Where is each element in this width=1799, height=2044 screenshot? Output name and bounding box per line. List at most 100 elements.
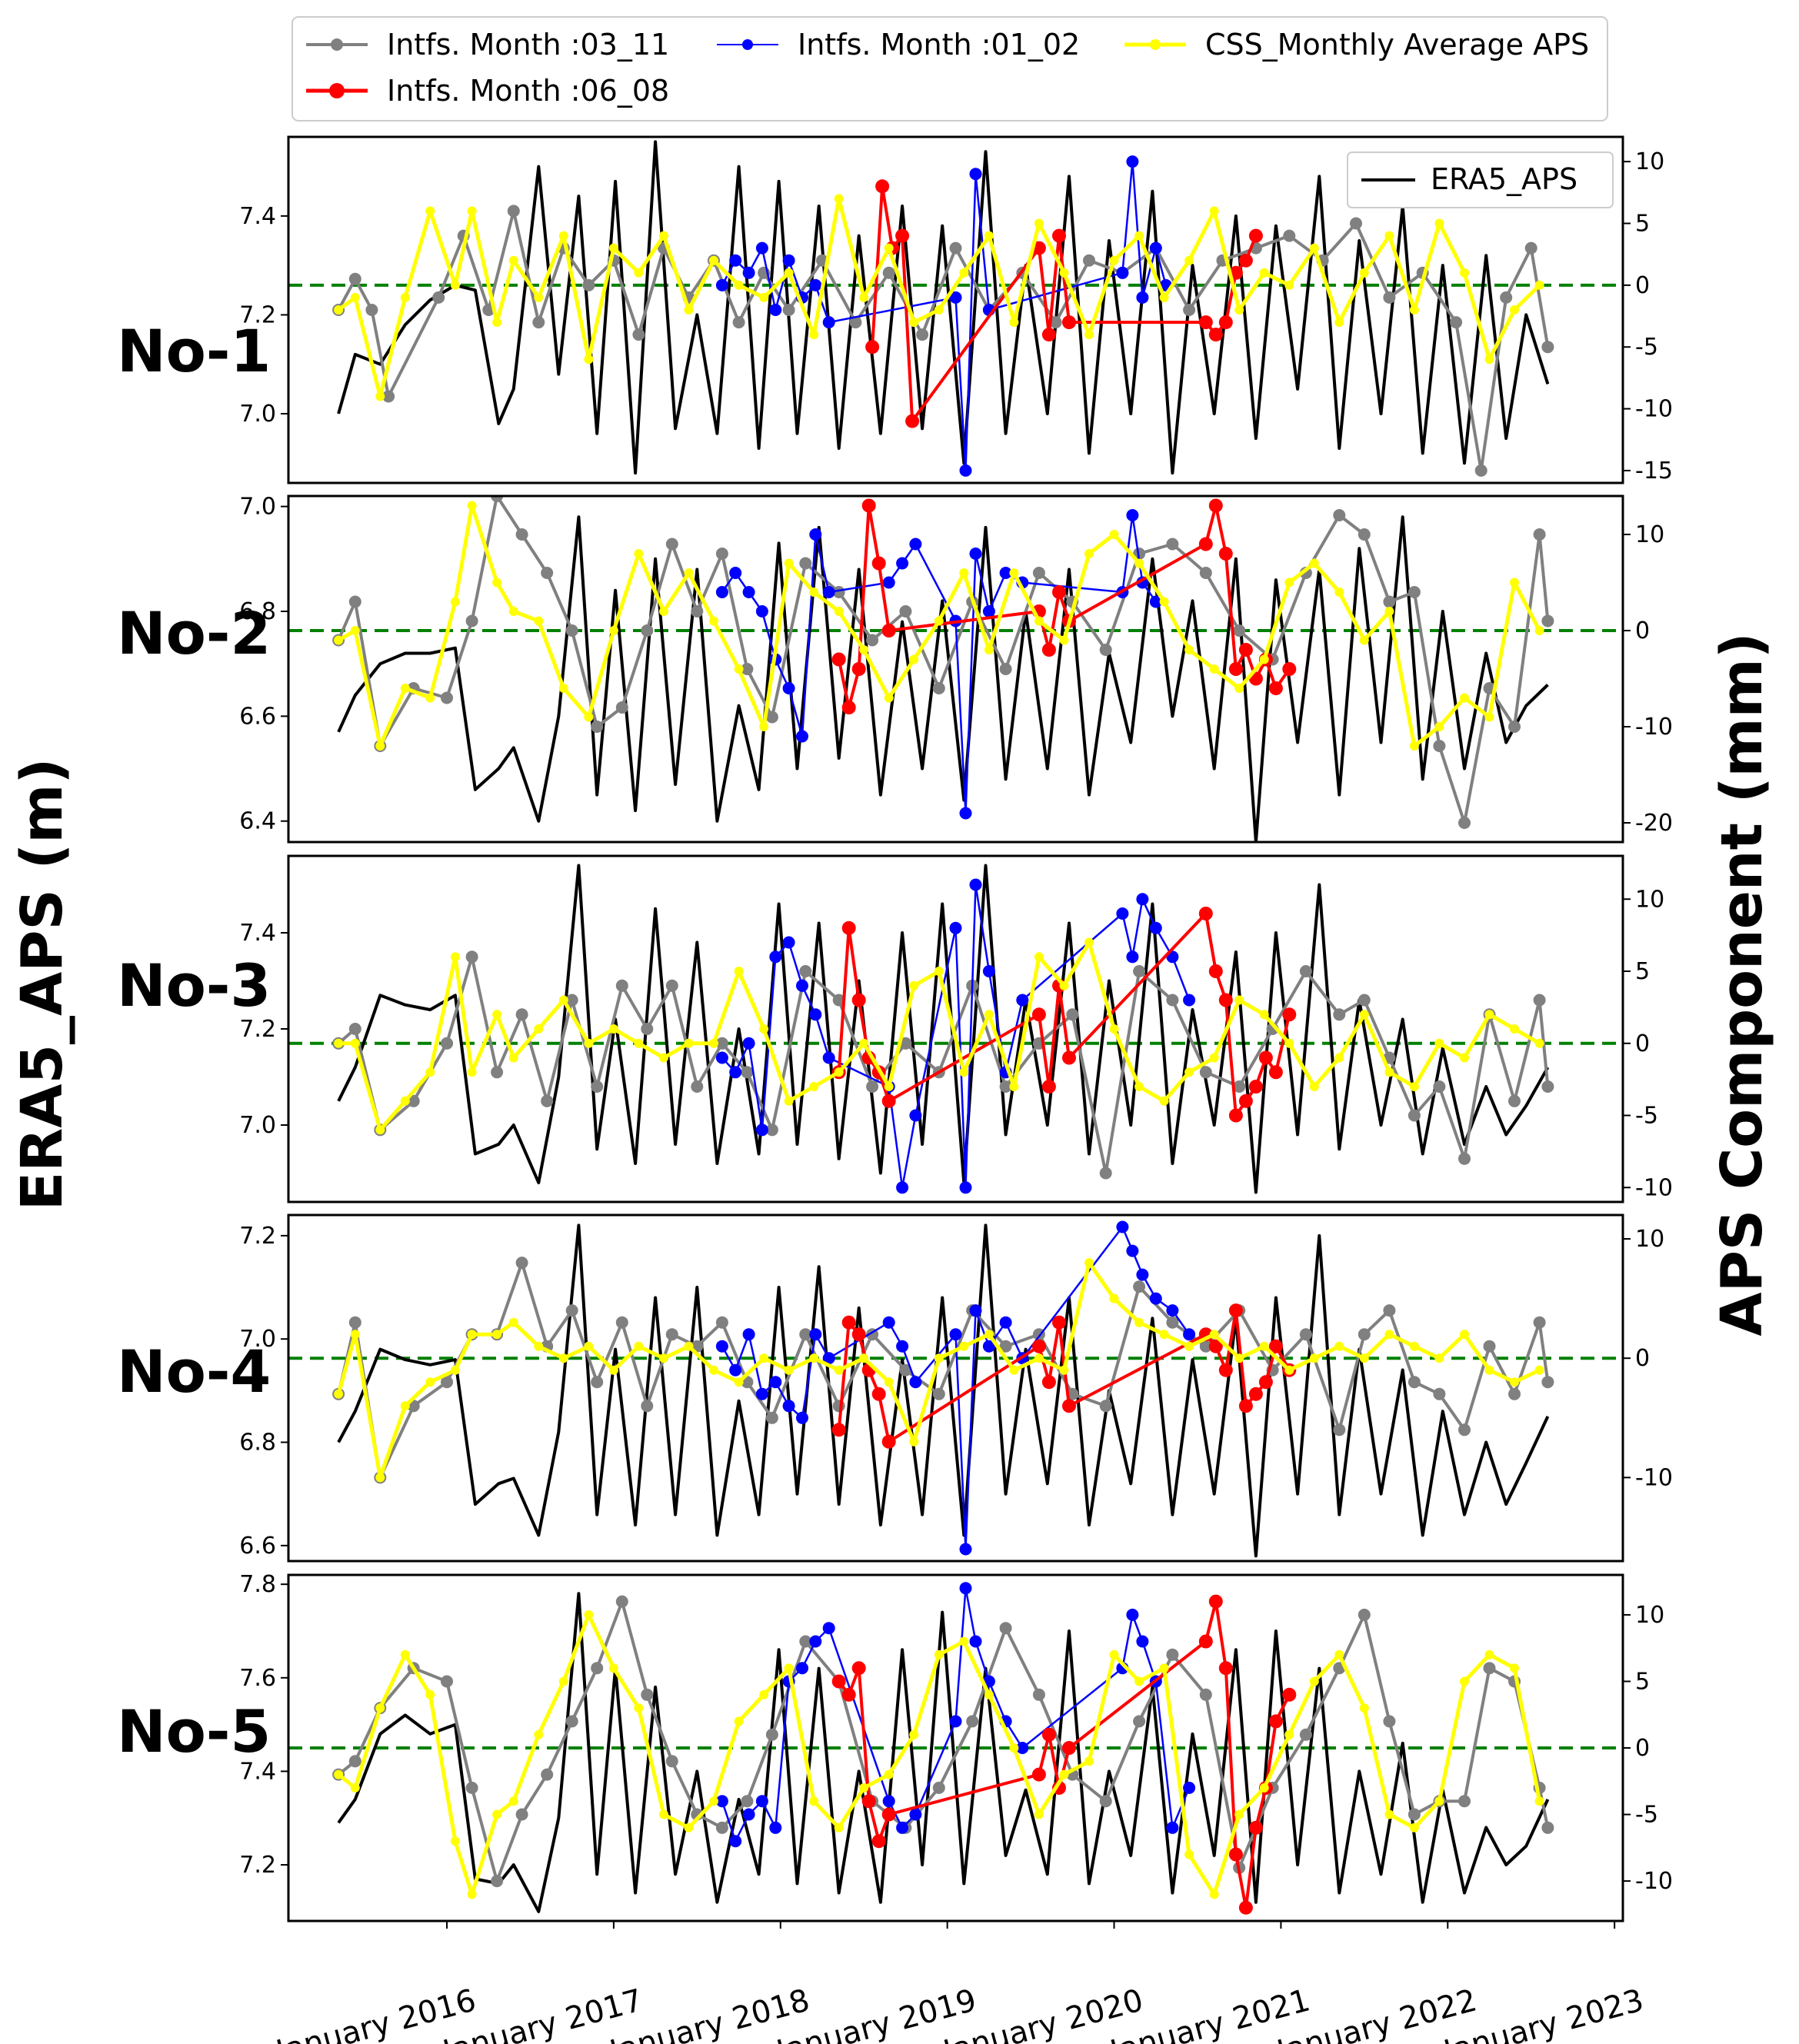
series-yellow-point [1384, 1809, 1394, 1819]
series-red-point [871, 1834, 886, 1849]
series-grey-point [799, 965, 812, 977]
right-tick-label: -10 [1635, 396, 1673, 423]
series-grey-point [665, 538, 678, 551]
series-grey-point [348, 272, 361, 285]
series-grey-point [1199, 1688, 1212, 1701]
legend-label-red: Intfs. Month :06_08 [387, 74, 669, 108]
series-yellow-point [1510, 578, 1519, 588]
series-grey-point [348, 1316, 361, 1329]
series-grey-point [765, 1124, 778, 1137]
series-yellow-point [508, 1053, 518, 1063]
series-yellow-point [1384, 607, 1394, 616]
series-blue-point [982, 965, 995, 977]
series-yellow-point [784, 558, 794, 568]
series-yellow-point [1484, 355, 1494, 365]
series-red-point [1218, 547, 1233, 561]
series-red-point [1238, 1399, 1253, 1413]
series-red-point [861, 1794, 876, 1809]
series-yellow-point [400, 1096, 410, 1106]
series-grey-point [641, 624, 654, 637]
series-yellow-point [1534, 1796, 1544, 1806]
series-yellow-point [1234, 995, 1244, 1005]
series-blue-point [769, 950, 782, 964]
series-grey-point [1433, 1387, 1446, 1400]
legend-entry-grey: Intfs. Month :03_11 [306, 28, 669, 62]
series-blue-point [1136, 291, 1149, 304]
series-yellow-point [1534, 1365, 1544, 1375]
series-grey-point [591, 1376, 604, 1389]
series-blue-point [755, 1795, 768, 1808]
series-yellow-point [659, 1353, 668, 1363]
series-blue-point [982, 605, 995, 618]
series-yellow-point [984, 1010, 994, 1020]
series-blue-point [949, 921, 962, 934]
legend-frame [292, 16, 1608, 122]
series-red-point [1228, 662, 1243, 676]
series-grey-point [1299, 1728, 1312, 1741]
series-yellow-point [1209, 206, 1219, 216]
series-yellow-point [1384, 1330, 1394, 1340]
left-tick-label: 7.4 [239, 920, 276, 947]
series-yellow-point [1434, 722, 1444, 731]
series-grey-point [1166, 1316, 1179, 1329]
legend-label-blue: Intfs. Month :01_02 [798, 28, 1080, 62]
panel-label: No-1 [117, 317, 271, 385]
series-red-point [1031, 1339, 1046, 1353]
series-grey-point [1508, 1387, 1521, 1400]
right-tick-label: 0 [1635, 1735, 1650, 1762]
series-red-point [1208, 1339, 1223, 1353]
series-blue-point [1016, 994, 1029, 1007]
series-blue-point [782, 936, 795, 949]
series-yellow-point [1309, 1676, 1319, 1686]
series-grey-point [741, 1066, 754, 1079]
series-yellow-point [734, 967, 744, 976]
series-grey-point [615, 1316, 628, 1329]
series-blue-point [742, 1037, 755, 1050]
series-yellow-point [492, 1330, 502, 1340]
series-grey-point [715, 1037, 728, 1050]
series-grey-point [999, 1340, 1012, 1353]
right-tick-label: 10 [1635, 148, 1664, 175]
series-grey-point [365, 304, 378, 316]
series-yellow-point [492, 1010, 502, 1020]
series-yellow-point [884, 693, 894, 703]
series-blue-point [949, 291, 962, 304]
series-grey-point [1183, 304, 1196, 316]
panel-2: 6.4 6.6 6.8 7.0 -20 -10 0 10 No-2 [117, 494, 1673, 844]
series-yellow-point [558, 1353, 568, 1363]
series-grey-point [465, 614, 478, 628]
series-grey-point [1358, 528, 1371, 541]
right-tick-label: -15 [1635, 458, 1673, 484]
era5-aps-line [337, 515, 1549, 842]
series-grey-point [1099, 1795, 1112, 1808]
series-yellow-point [467, 1889, 477, 1899]
series-yellow-point [558, 231, 568, 241]
right-tick-label: 10 [1635, 886, 1664, 913]
series-grey-point [541, 1768, 554, 1781]
series-yellow-point [1109, 530, 1119, 539]
series-grey-point [932, 1387, 945, 1400]
series-blue-point [969, 168, 982, 181]
series-yellow-point [984, 645, 994, 654]
series-yellow-point [534, 1729, 544, 1739]
series-yellow-point [1034, 616, 1044, 626]
series-red-point [1268, 681, 1283, 695]
series-red-point [831, 1423, 846, 1437]
series-grey-point [999, 1622, 1012, 1635]
series-blue-point [796, 979, 808, 992]
series-yellow-point [1434, 1353, 1444, 1363]
series-blue-point [1116, 907, 1129, 920]
series-yellow-point [584, 1038, 594, 1048]
series-grey-point [1166, 1648, 1179, 1661]
series-grey-point [591, 1662, 604, 1675]
series-yellow-point [558, 995, 568, 1005]
series-grey-point [515, 528, 528, 541]
series-red-point [1228, 1303, 1243, 1318]
series-yellow-point [400, 684, 410, 693]
series-yellow-point [809, 1082, 819, 1091]
series-yellow-point [334, 305, 344, 315]
panel-label: No-5 [117, 1697, 271, 1766]
series-yellow-point [1510, 1377, 1519, 1387]
left-tick-label: 6.6 [239, 1533, 276, 1560]
series-yellow-point [1409, 1341, 1419, 1351]
